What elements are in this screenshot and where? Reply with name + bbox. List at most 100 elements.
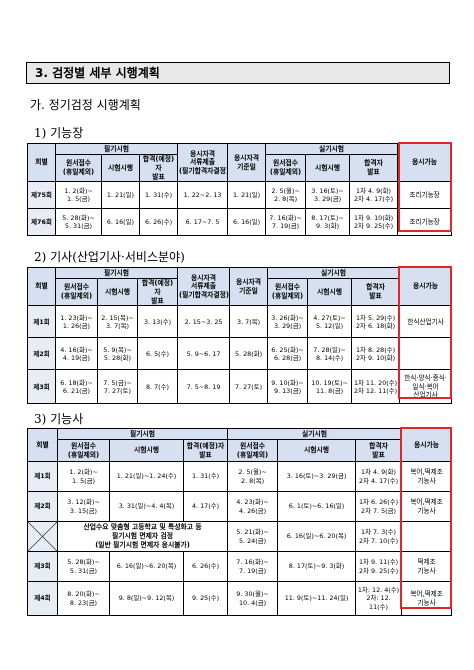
cross-mark-icon — [28, 522, 57, 551]
header-p-exam: 시험시행 — [305, 153, 351, 183]
table-row: 제75회 1. 2(화)~ 1. 5(금) 1. 21(일) 1. 31(수) … — [27, 181, 453, 210]
header-written-result: 합격(예정)자 발표 — [136, 277, 179, 307]
application-cell: 4. 16(화)~ 4. 19(금) — [55, 337, 98, 371]
header-application: 원서접수 (휴일제외) — [55, 153, 102, 183]
exemption-note-cell: 산업수요 맞춤형 고등학교 및 특성화고 등 필기시험 면제자 검정 (일반 필… — [56, 521, 229, 552]
application-cell: 5. 28(화)~ 5. 31(금) — [57, 551, 110, 582]
pass-result-cell: 1차 8. 28(수) 2차 9. 10(화) — [351, 337, 401, 371]
header-written-result: 합격(예정)자 발표 — [182, 439, 229, 462]
application-cell: 1. 23(화)~ 1. 26(금) — [55, 305, 98, 339]
available-cell — [401, 521, 453, 552]
available-cell: 복어,떡제조 기능사 — [401, 491, 453, 522]
exam-cell: 7. 5(금)~ 7. 27(토) — [97, 369, 138, 405]
p-application-cell: 5. 21(화)~ 5. 24(금) — [227, 521, 279, 552]
header-practical: 실기시험 — [267, 267, 401, 279]
header-exam: 시험시행 — [97, 277, 138, 307]
table-row: 제2회 3. 12(화)~ 3. 15(금) 3. 31(일)~4. 4(목) … — [27, 491, 453, 522]
p-exam-cell: 10. 19(토)~ 11. 8(금) — [307, 369, 353, 405]
header-pass-result: 합격자 발표 — [349, 153, 399, 183]
exam-cell: 5. 9(목)~ 5. 28(화) — [97, 337, 138, 371]
header-round: 회별 — [27, 428, 58, 462]
header-p-application: 원서접수 (휴일제외) — [227, 439, 279, 462]
application-cell: 1. 2(화)~ 1. 5(금) — [57, 461, 110, 492]
result-cell: 1. 31(수) — [138, 181, 179, 210]
p-application-cell: 7. 16(화)~ 7. 19(금) — [227, 551, 279, 582]
table2-title: 2) 기사(산업기사·서비스분야) — [34, 250, 185, 264]
pass-result-cell: 1차 5. 29(수) 2차 6. 18(화) — [351, 305, 401, 339]
round-cell: 제2회 — [27, 491, 58, 522]
qual-date-cell: 3. 7(목) — [229, 305, 269, 339]
exam-cell: 3. 31(일)~4. 4(목) — [109, 491, 184, 522]
p-application-cell: 9. 10(화)~ 9. 13(금) — [267, 369, 309, 405]
available-cell: 복어,떡제조 기능사 — [401, 461, 453, 492]
table-master-craftsman: 회별 필기시험 응시자격 서류제출 (필기합격자결정) 응시자격 기준일 실기시… — [27, 142, 453, 237]
p-application-cell: 3. 26(화)~ 3. 29(금) — [267, 305, 309, 339]
round-cell: 제1회 — [27, 305, 56, 339]
header-p-application: 원서접수 (휴일제외) — [267, 277, 309, 307]
header-practical: 실기시험 — [265, 143, 399, 155]
round-cell: 제75회 — [27, 181, 56, 210]
round-cell: 제3회 — [27, 551, 58, 582]
header-p-exam: 시험시행 — [307, 277, 353, 307]
table-row: 제2회 4. 16(화)~ 4. 19(금) 5. 9(목)~ 5. 28(화)… — [27, 337, 453, 371]
qualification-cell: 1. 22~2. 13 — [177, 181, 229, 210]
p-exam-cell: 3. 16(토)~3. 29(금) — [277, 461, 357, 492]
p-exam-cell: 6. 1(토)~6. 16(일) — [277, 491, 357, 522]
table-row: 제1회 1. 2(화)~ 1. 5(금) 1. 21(일)~1. 24(수) 1… — [27, 461, 453, 492]
header-pass-result: 합격자 발표 — [355, 439, 403, 462]
exam-cell: 9. 8(일)~9. 12(목) — [109, 581, 184, 616]
pass-result-cell: 1차: 12. 4(수) 2차: 12. 11(수) — [355, 581, 403, 616]
header-p-exam: 시험시행 — [277, 439, 357, 462]
table-engineer: 회별 필기시험 응시자격 서류제출 (필기합격자결정) 응시자격 기준일 실기시… — [27, 266, 453, 405]
p-exam-cell: 11. 9(토)~11. 24(일) — [277, 581, 357, 616]
p-exam-cell: 6. 16(일)~6. 20(목) — [277, 521, 357, 552]
round-cell: 제4회 — [27, 581, 58, 616]
header-qualification: 응시자격 서류제출 (필기합격자결정) — [177, 142, 229, 183]
table1-title: 1) 기능장 — [34, 126, 84, 140]
exam-cell: 1. 21(일)~1. 24(수) — [109, 461, 184, 492]
round-cell-crossed — [27, 521, 58, 552]
result-cell: 3. 13(수) — [136, 305, 179, 339]
pass-result-cell: 1차 4. 9(화) 2차 4. 17(수) — [349, 181, 399, 210]
section-title: 3. 검정별 세부 시행계획 — [26, 62, 450, 84]
p-application-cell: 9. 30(월)~ 10. 4(금) — [227, 581, 279, 616]
table3-title: 3) 기능사 — [34, 412, 84, 426]
qual-date-cell: 7. 27(토) — [229, 369, 269, 405]
pass-result-cell: 1차 7. 3(수) 2차 7. 10(수) — [355, 521, 403, 552]
header-written: 필기시험 — [56, 428, 229, 440]
qual-date-cell: 6. 16(일) — [227, 208, 267, 237]
table-craftsman: 회별 필기시험 실기시험 응시가능 원서접수 (휴일제외) 시험시행 합격(예정… — [27, 428, 453, 616]
p-application-cell: 7. 16(화)~ 7. 19(금) — [265, 208, 307, 237]
p-application-cell: 4. 23(화)~ 4. 26(금) — [227, 491, 279, 522]
header-practical: 실기시험 — [227, 428, 403, 440]
p-application-cell: 2. 5(월)~ 2. 8(목) — [227, 461, 279, 492]
table-row: 제1회 1. 23(화)~ 1. 26(금) 2. 15(목)~ 3. 7(목)… — [27, 305, 453, 339]
p-exam-cell: 7. 28(일)~ 8. 14(수) — [307, 337, 353, 371]
available-cell: 복어,떡제조 기능사 — [401, 581, 453, 616]
pass-result-cell: 1차 9. 10(화) 2차 9. 25(수) — [349, 208, 399, 237]
subsection-title: 가. 정기검정 시행계획 — [30, 98, 141, 112]
result-cell: 4. 17(수) — [182, 491, 229, 522]
result-cell: 6. 5(수) — [136, 337, 179, 371]
available-cell: 조리기능장 — [397, 208, 453, 237]
available-cell — [399, 337, 453, 371]
result-cell: 8. 7(수) — [136, 369, 179, 405]
header-written-result: 합격(예정)자 발표 — [138, 153, 179, 183]
header-available: 응시가능 — [401, 428, 453, 462]
header-exam: 시험시행 — [101, 153, 140, 183]
table-row: 제3회 5. 28(화)~ 5. 31(금) 6. 16(일)~6. 20(목)… — [27, 551, 453, 582]
p-exam-cell: 4. 27(토)~ 5. 12(일) — [307, 305, 353, 339]
header-qualification: 응시자격 서류제출 (필기합격자결정) — [177, 266, 231, 307]
available-cell: 한식산업기사 — [399, 305, 453, 339]
header-qual-date: 응시자격 기준일 — [227, 142, 267, 183]
header-round: 회별 — [27, 142, 56, 183]
qualification-cell: 7. 5~8. 19 — [177, 369, 231, 405]
header-available: 응시가능 — [399, 266, 453, 307]
table-row: 산업수요 맞춤형 고등학교 및 특성화고 등 필기시험 면제자 검정 (일반 필… — [27, 521, 453, 552]
header-written: 필기시험 — [54, 267, 179, 279]
header-p-application: 원서접수 (휴일제외) — [265, 153, 307, 183]
p-exam-cell: 8. 17(토)~9. 3(화) — [277, 551, 357, 582]
pass-result-cell: 1차 11. 20(수) 2차 12. 11(수) — [351, 369, 401, 405]
exam-cell: 1. 21(일) — [101, 181, 140, 210]
header-available: 응시가능 — [397, 142, 453, 183]
